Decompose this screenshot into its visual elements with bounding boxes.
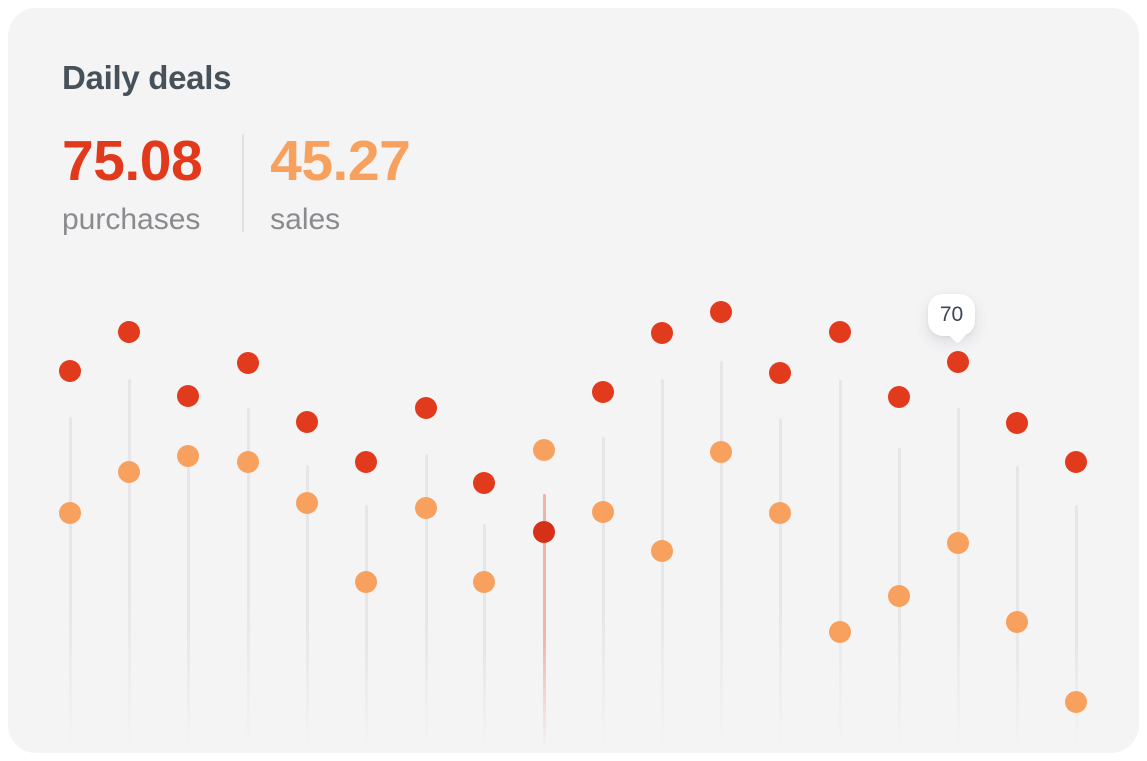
stats-row: 75.08 purchases 45.27 sales [62, 129, 411, 238]
sales-dot[interactable] [651, 540, 673, 562]
sales-dot[interactable] [59, 502, 81, 524]
purchases-dot[interactable] [415, 397, 437, 419]
stem-highlighted [542, 494, 546, 750]
stem [305, 465, 309, 750]
stem [1015, 466, 1019, 750]
purchases-stat: 75.08 purchases [62, 129, 203, 238]
sales-dot[interactable] [1006, 611, 1028, 633]
stem [68, 417, 72, 750]
purchases-dot[interactable] [829, 321, 851, 343]
purchases-dot[interactable] [473, 472, 495, 494]
purchases-dot[interactable] [59, 360, 81, 382]
stem [838, 380, 842, 750]
stem [127, 379, 131, 750]
sales-dot[interactable] [888, 585, 910, 607]
sales-dot[interactable] [592, 501, 614, 523]
purchases-dot[interactable] [769, 362, 791, 384]
purchases-dot[interactable] [651, 322, 673, 344]
stem [719, 361, 723, 750]
sales-dot[interactable] [415, 497, 437, 519]
purchases-dot[interactable] [177, 385, 199, 407]
purchases-dot[interactable] [237, 352, 259, 374]
stem [778, 418, 782, 750]
purchases-dot[interactable] [296, 411, 318, 433]
stem [601, 437, 605, 750]
sales-dot[interactable] [947, 532, 969, 554]
tooltip-value: 70 [939, 303, 964, 326]
purchases-value: 75.08 [62, 129, 203, 193]
sales-dot[interactable] [177, 445, 199, 467]
sales-dot[interactable] [769, 502, 791, 524]
sales-label: sales [270, 202, 341, 236]
stem [660, 379, 664, 750]
stem [424, 454, 428, 750]
purchases-dot[interactable] [355, 451, 377, 473]
stem [246, 408, 250, 750]
stem [364, 505, 368, 750]
purchases-dot[interactable] [947, 351, 969, 373]
purchases-dot[interactable] [1006, 412, 1028, 434]
stem [482, 524, 486, 750]
sales-dot[interactable] [1065, 691, 1087, 713]
purchases-dot[interactable] [1065, 451, 1087, 473]
stem [1074, 505, 1078, 750]
sales-dot[interactable] [296, 492, 318, 514]
sales-dot[interactable] [473, 571, 495, 593]
purchases-dot[interactable] [592, 381, 614, 403]
sales-value: 45.27 [270, 129, 411, 193]
sales-dot[interactable] [710, 441, 732, 463]
sales-dot[interactable] [355, 571, 377, 593]
stem [186, 467, 190, 750]
sales-dot[interactable] [118, 461, 140, 483]
purchases-dot[interactable] [888, 386, 910, 408]
daily-deals-card: Daily deals 75.08 purchases 45.27 sales [8, 8, 1139, 753]
chart-tooltip: 70 [928, 294, 975, 344]
sales-dot[interactable] [237, 451, 259, 473]
card-title: Daily deals [62, 59, 232, 96]
sales-dot[interactable] [829, 621, 851, 643]
purchases-dot[interactable] [118, 321, 140, 343]
purchases-dot[interactable] [533, 521, 555, 543]
purchases-label: purchases [62, 202, 201, 236]
stem [956, 408, 960, 750]
sales-stat: 45.27 sales [270, 129, 411, 238]
purchases-dot[interactable] [710, 301, 732, 323]
sales-dot[interactable] [533, 439, 555, 461]
stats-divider [242, 134, 245, 232]
